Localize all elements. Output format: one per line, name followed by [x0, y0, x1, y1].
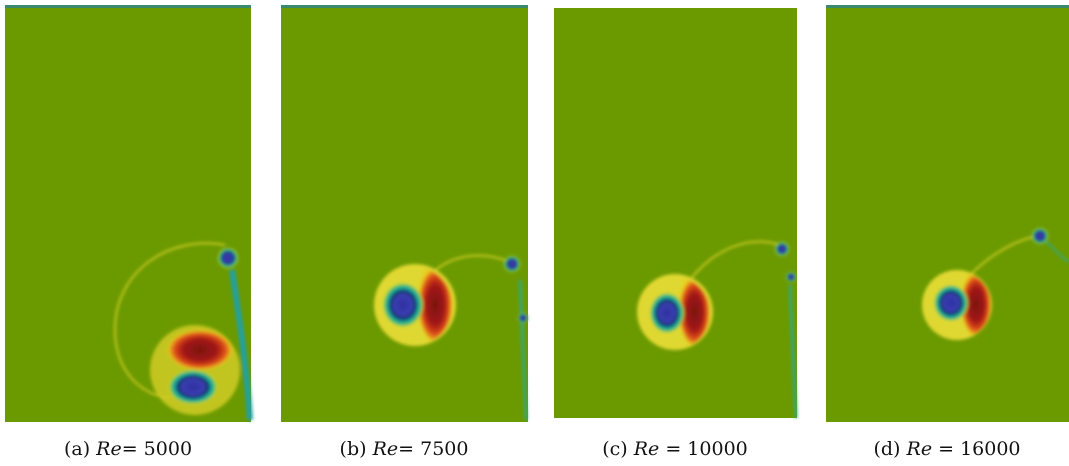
caption-value: = 16000 — [932, 438, 1020, 460]
caption-tag: (d) — [873, 438, 900, 460]
panel-a — [5, 5, 253, 422]
caption-tag: (c) — [602, 438, 627, 460]
caption: (b) Re= 7500 — [340, 438, 469, 460]
caption-value: = 7500 — [398, 438, 468, 460]
caption: (c) Re = 10000 — [602, 438, 748, 460]
caption-symbol: Re — [633, 438, 660, 460]
caption-tag: (a) — [64, 438, 90, 460]
panel-d — [826, 5, 1069, 422]
caption: (a) Re= 5000 — [64, 438, 192, 460]
panel-b — [281, 5, 528, 422]
panel-c — [554, 8, 798, 419]
caption-symbol: Re — [372, 438, 399, 460]
caption-value: = 10000 — [659, 438, 747, 460]
caption-symbol: Re — [906, 438, 933, 460]
caption: (d) Re = 16000 — [873, 438, 1020, 460]
caption-value: = 5000 — [122, 438, 192, 460]
caption-tag: (b) — [340, 438, 367, 460]
caption-symbol: Re — [95, 438, 122, 460]
